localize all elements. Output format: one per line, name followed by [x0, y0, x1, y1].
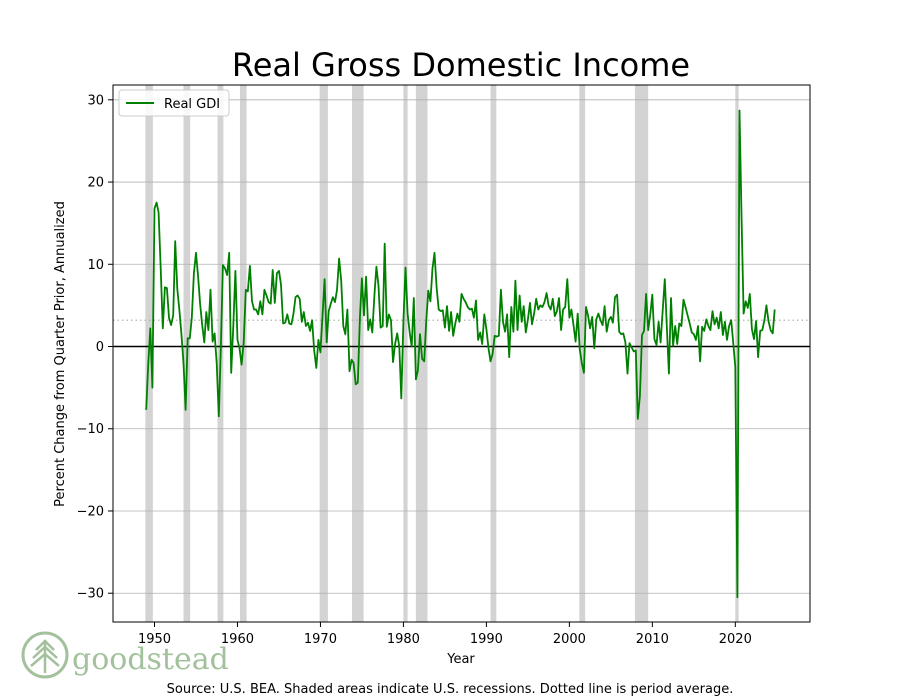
x-tick-label: 1960 [221, 632, 254, 647]
chart-title: Real Gross Domestic Income [232, 46, 690, 84]
brand-name: goodstead [72, 642, 229, 677]
y-tick-label: −30 [77, 587, 104, 602]
x-tick-label: 1990 [470, 632, 503, 647]
recession-shading [145, 85, 739, 622]
y-tick-label: −20 [77, 504, 104, 519]
gridlines [113, 99, 810, 594]
x-tick-label: 2000 [553, 632, 586, 647]
tree-icon [21, 631, 69, 679]
series-lines [145, 109, 776, 599]
y-tick-label: 30 [87, 93, 104, 108]
x-tick-label: 1970 [304, 632, 337, 647]
x-axis-label: Year [446, 652, 475, 667]
recession-band [403, 85, 408, 622]
legend: Real GDI [118, 89, 230, 117]
y-tick-label: 20 [87, 176, 104, 191]
recession-band [735, 85, 739, 622]
legend-label: Real GDI [164, 97, 220, 112]
x-tick-label: 2020 [719, 632, 752, 647]
x-axis-ticks: 1950 1960 1970 1980 1990 2000 2010 2020 [138, 622, 752, 647]
source-note: Source: U.S. BEA. Shaded areas indicate … [167, 682, 734, 697]
brand-logo: goodstead [21, 631, 229, 679]
y-axis-label: Percent Change from Quarter Prior, Annua… [53, 201, 68, 507]
plot-frame [112, 84, 811, 623]
recession-band [351, 85, 364, 622]
y-axis-ticks: −30 −20 −10 0 10 20 30 [77, 93, 113, 602]
x-tick-label: 1950 [138, 632, 171, 647]
y-tick-label: 10 [87, 258, 104, 273]
series-line-real-gdi [145, 109, 776, 599]
legend-box [118, 89, 230, 117]
recession-band [579, 85, 586, 622]
x-tick-label: 2010 [636, 632, 669, 647]
y-tick-label: 0 [96, 340, 104, 355]
y-tick-label: −10 [77, 422, 104, 437]
x-tick-label: 1980 [387, 632, 420, 647]
recession-band [319, 85, 328, 622]
